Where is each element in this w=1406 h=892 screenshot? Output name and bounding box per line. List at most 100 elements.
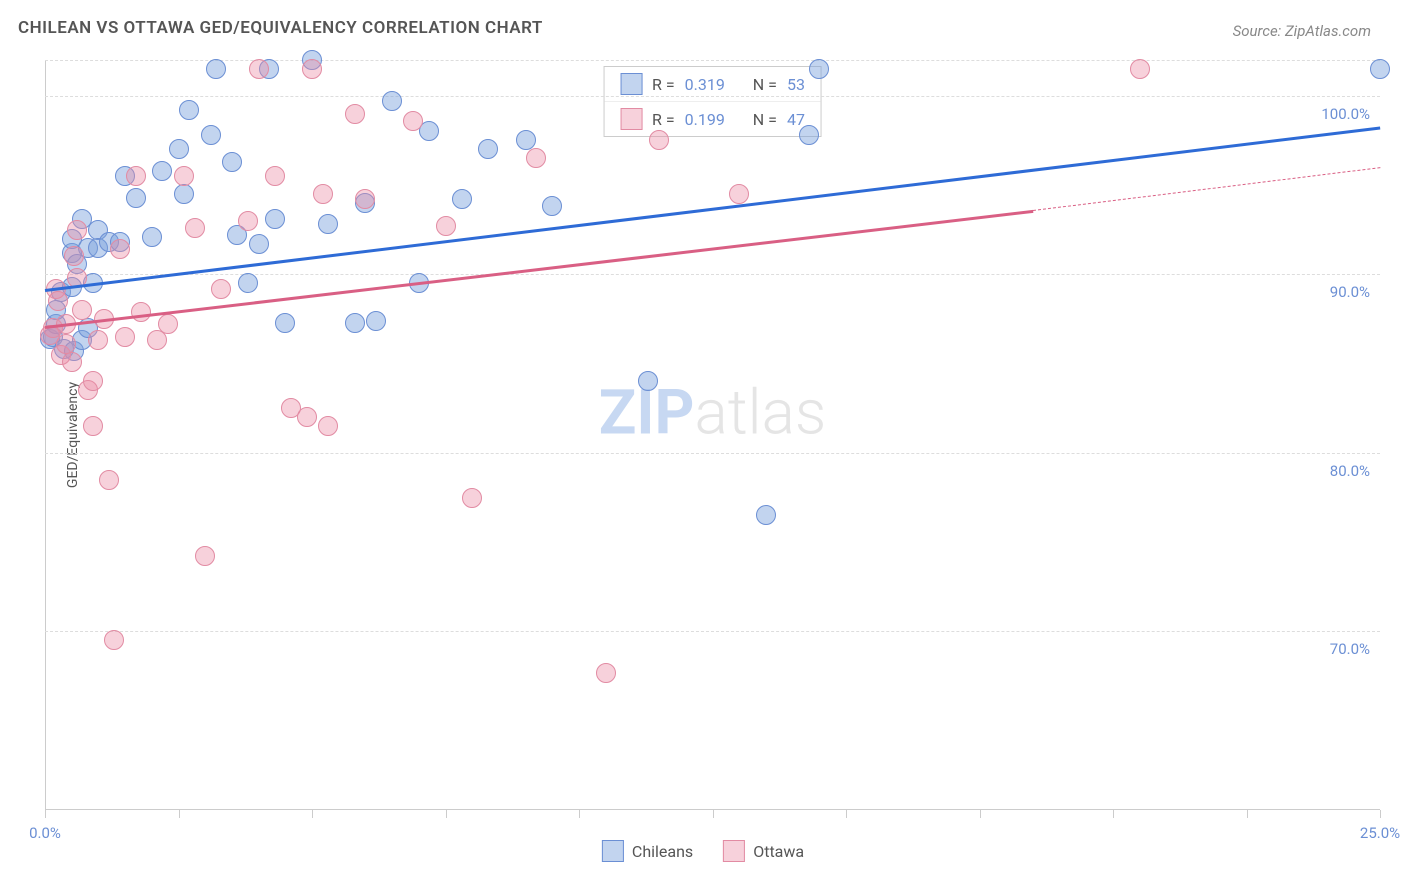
data-point bbox=[174, 166, 194, 186]
data-point bbox=[265, 209, 285, 229]
data-point bbox=[382, 91, 402, 111]
legend-swatch bbox=[602, 840, 624, 862]
legend-n-label: N = bbox=[753, 75, 777, 94]
x-tick bbox=[1247, 810, 1248, 818]
x-tick-label: 25.0% bbox=[1360, 824, 1400, 842]
data-point bbox=[596, 663, 616, 683]
x-tick bbox=[45, 810, 46, 818]
data-point bbox=[526, 148, 546, 168]
grid-line bbox=[45, 96, 1380, 97]
y-tick-label: 100.0% bbox=[1321, 105, 1370, 123]
data-point bbox=[67, 220, 87, 240]
data-point bbox=[403, 111, 423, 131]
trend-line bbox=[1033, 167, 1380, 211]
data-point bbox=[104, 630, 124, 650]
x-tick bbox=[179, 810, 180, 818]
y-axis-line bbox=[45, 60, 46, 810]
data-point bbox=[249, 234, 269, 254]
data-point bbox=[142, 227, 162, 247]
legend-r-label: R = bbox=[652, 110, 675, 129]
x-tick bbox=[713, 810, 714, 818]
watermark-light: atlas bbox=[694, 376, 826, 449]
data-point bbox=[756, 505, 776, 525]
data-point bbox=[126, 166, 146, 186]
series-legend: Chileans Ottawa bbox=[602, 840, 804, 862]
chart-title: CHILEAN VS OTTAWA GED/EQUIVALENCY CORREL… bbox=[18, 18, 543, 38]
chart-container: CHILEAN VS OTTAWA GED/EQUIVALENCY CORREL… bbox=[0, 0, 1406, 892]
data-point bbox=[222, 152, 242, 172]
grid-line bbox=[45, 453, 1380, 454]
legend-label: Chileans bbox=[632, 842, 693, 861]
data-point bbox=[729, 184, 749, 204]
data-point bbox=[249, 59, 269, 79]
y-axis-label: GED/Equivalency bbox=[65, 382, 81, 488]
data-point bbox=[131, 302, 151, 322]
trend-line bbox=[45, 126, 1380, 291]
data-point bbox=[366, 311, 386, 331]
data-point bbox=[211, 279, 231, 299]
data-point bbox=[265, 166, 285, 186]
legend-r-label: R = bbox=[652, 75, 675, 94]
x-tick bbox=[446, 810, 447, 818]
legend-item: Ottawa bbox=[723, 840, 804, 862]
data-point bbox=[478, 139, 498, 159]
legend-item: Chileans bbox=[602, 840, 693, 862]
x-tick bbox=[312, 810, 313, 818]
data-point bbox=[83, 371, 103, 391]
data-point bbox=[201, 125, 221, 145]
y-tick-label: 70.0% bbox=[1330, 640, 1370, 658]
data-point bbox=[158, 314, 178, 334]
data-point bbox=[542, 196, 562, 216]
x-tick-label: 0.0% bbox=[29, 824, 61, 842]
data-point bbox=[169, 139, 189, 159]
data-point bbox=[64, 246, 84, 266]
data-point bbox=[72, 300, 92, 320]
data-point bbox=[462, 488, 482, 508]
x-tick bbox=[846, 810, 847, 818]
legend-r-value: 0.319 bbox=[685, 75, 725, 94]
data-point bbox=[48, 291, 68, 311]
data-point bbox=[206, 59, 226, 79]
legend-swatch bbox=[620, 108, 642, 130]
data-point bbox=[302, 59, 322, 79]
data-point bbox=[152, 161, 172, 181]
correlation-legend: R =0.319 N =53R =0.199 N =47 bbox=[603, 66, 822, 137]
y-tick-label: 90.0% bbox=[1330, 283, 1370, 301]
legend-n-label: N = bbox=[753, 110, 777, 129]
data-point bbox=[313, 184, 333, 204]
data-point bbox=[179, 100, 199, 120]
data-point bbox=[345, 104, 365, 124]
data-point bbox=[649, 130, 669, 150]
data-point bbox=[185, 218, 205, 238]
x-tick bbox=[1380, 810, 1381, 818]
data-point bbox=[275, 313, 295, 333]
data-point bbox=[238, 211, 258, 231]
legend-swatch bbox=[723, 840, 745, 862]
data-point bbox=[115, 327, 135, 347]
data-point bbox=[809, 59, 829, 79]
data-point bbox=[516, 130, 536, 150]
data-point bbox=[99, 470, 119, 490]
legend-n-value: 53 bbox=[787, 75, 805, 94]
legend-row: R =0.199 N =47 bbox=[604, 101, 821, 136]
source-attribution: Source: ZipAtlas.com bbox=[1233, 22, 1371, 40]
data-point bbox=[452, 189, 472, 209]
grid-line bbox=[45, 60, 1380, 61]
grid-line bbox=[45, 631, 1380, 632]
legend-label: Ottawa bbox=[753, 842, 804, 861]
data-point bbox=[436, 216, 456, 236]
x-tick bbox=[579, 810, 580, 818]
x-tick bbox=[1113, 810, 1114, 818]
legend-r-value: 0.199 bbox=[685, 110, 725, 129]
data-point bbox=[195, 546, 215, 566]
data-point bbox=[345, 313, 365, 333]
data-point bbox=[62, 352, 82, 372]
data-point bbox=[83, 416, 103, 436]
plot-area: GED/Equivalency ZIPatlas R =0.319 N =53R… bbox=[45, 60, 1380, 810]
data-point bbox=[56, 334, 76, 354]
data-point bbox=[638, 371, 658, 391]
data-point bbox=[174, 184, 194, 204]
data-point bbox=[355, 189, 375, 209]
data-point bbox=[799, 125, 819, 145]
data-point bbox=[88, 330, 108, 350]
